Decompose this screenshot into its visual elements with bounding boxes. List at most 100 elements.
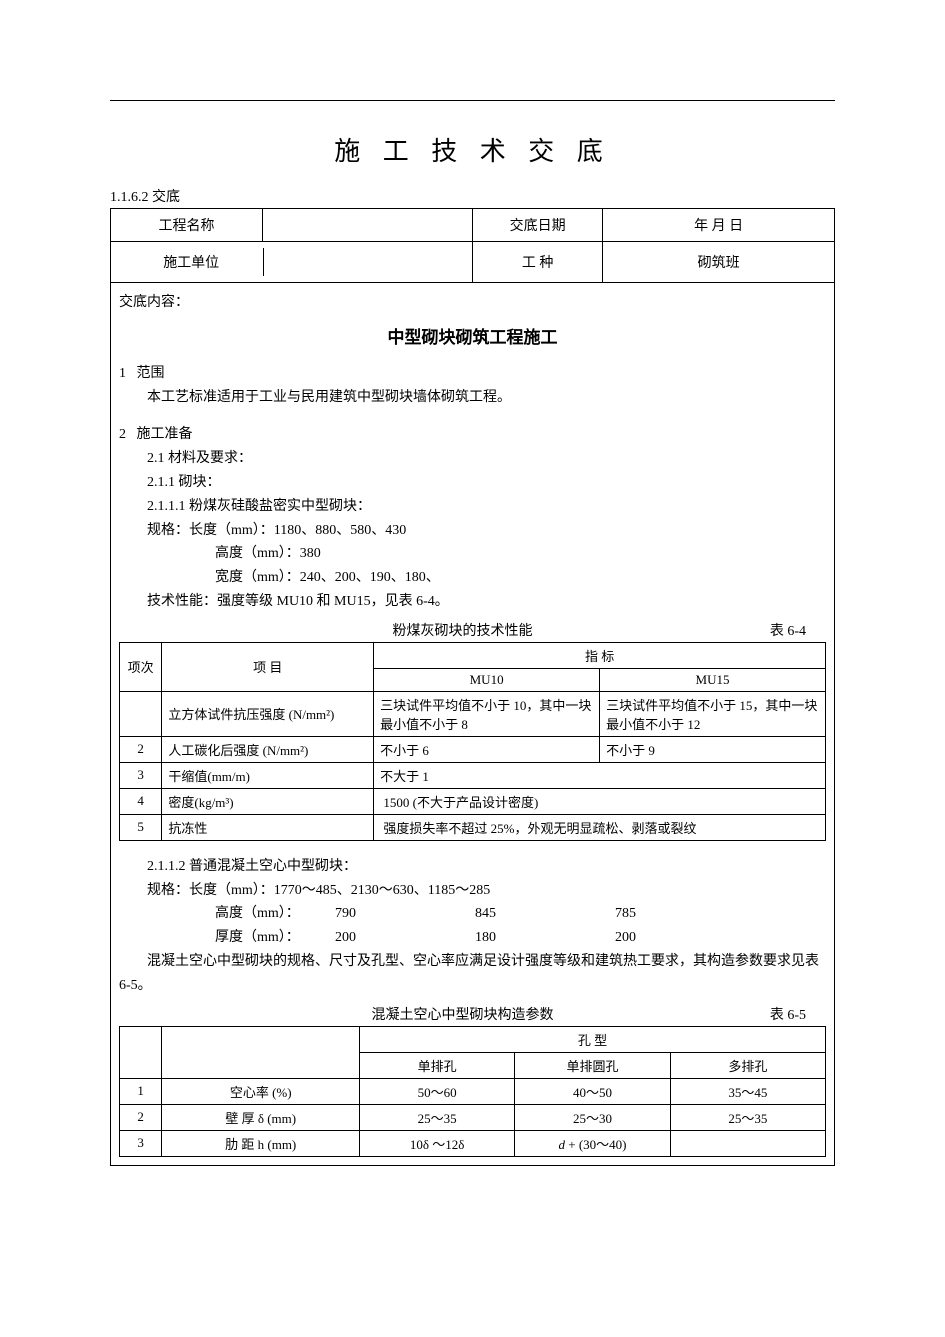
content-label: 交底内容： (119, 291, 826, 315)
table-row: 3 肋 距 h (mm) 10δ ～12δ d + (30～40) (120, 1130, 826, 1156)
sub-title: 中型砌块砌筑工程施工 (119, 323, 826, 348)
spec-label: 规格： (147, 523, 189, 538)
th-mu10: MU10 (374, 668, 600, 691)
cell: 肋 距 h (mm) (162, 1130, 360, 1156)
cell: 2 (120, 736, 162, 762)
cell (670, 1130, 825, 1156)
cell (120, 691, 162, 736)
table-row: 孔 型 (120, 1026, 826, 1052)
section-number: 1.1.6.2 交底 (110, 186, 835, 206)
sec2-1-1: 2.1.1 砌块： (147, 471, 826, 495)
cell-date-label: 交底日期 (472, 209, 602, 242)
table-row: 3 干缩值(mm/m) 不大于 1 (120, 762, 826, 788)
info-table: 工程名称 交底日期 年 月 日 施工单位 工 种 砌筑班 (110, 208, 835, 283)
section-2-header: 2 施工准备 (119, 423, 826, 447)
table-row: 项次 项 目 指 标 (120, 642, 826, 668)
sec2-1-1-1: 2.1.1.1 粉煤灰硅酸盐密实中型砌块： (147, 495, 826, 519)
cell: 25～35 (360, 1104, 515, 1130)
table-6-4: 项次 项 目 指 标 MU10 MU15 立方体试件抗压强度 (N/mm²) 三… (119, 642, 826, 841)
spec2-h-v1: 790 (335, 902, 475, 926)
cell: 三块试件平均值不小于 15，其中一块最小值不小于 12 (600, 691, 826, 736)
cell: 25～35 (670, 1104, 825, 1130)
cell: 不小于 9 (600, 736, 826, 762)
cell: 10δ ～12δ (360, 1130, 515, 1156)
spec2-t-v1: 200 (335, 926, 475, 950)
cell: 抗冻性 (162, 814, 374, 840)
cell-worktype-value: 砌筑班 (603, 242, 835, 283)
th-c2: 单排圆孔 (515, 1052, 670, 1078)
spec2-thickness-row: 厚度（mm）： 200 180 200 (215, 926, 826, 950)
cell: 5 (120, 814, 162, 840)
cell-text: 1500 (不大于产品设计密度) (383, 795, 538, 810)
th-item-no: 项次 (120, 642, 162, 691)
spec2-t-v2: 180 (475, 926, 615, 950)
table-row: 4 密度(kg/m³) 1500 (不大于产品设计密度) (120, 788, 826, 814)
cell-project-name-label: 工程名称 (111, 209, 263, 242)
cell-text: 强度损失率不超过 25%，外观无明显疏松、剥落或裂纹 (383, 821, 696, 836)
spec2-len: 规格：长度（mm）：1770～485、2130～630、1185～285 (147, 879, 826, 903)
table-6-5: 孔 型 单排孔 单排圆孔 多排孔 1 空心率 (%) 50～60 40～50 3… (119, 1026, 826, 1157)
wid-line: 宽度（mm）：240、200、190、180、 (215, 566, 826, 590)
th-blank2 (162, 1026, 360, 1078)
cell-unit-row: 施工单位 (111, 242, 473, 283)
cell: 三块试件平均值不小于 10，其中一块最小值不小于 8 (374, 691, 600, 736)
cell: 3 (120, 762, 162, 788)
tech-line: 技术性能：强度等级 MU10 和 MU15，见表 6-4。 (147, 590, 826, 614)
table65-num: 表 6-5 (634, 1004, 826, 1024)
spec2-t-label: 厚度（mm）： (215, 926, 335, 950)
table-row: 2 壁 厚 δ (mm) 25～35 25～30 25～35 (120, 1104, 826, 1130)
top-rule (110, 100, 835, 101)
th-c1: 单排孔 (360, 1052, 515, 1078)
cell: 40～50 (515, 1078, 670, 1104)
cell: 干缩值(mm/m) (162, 762, 374, 788)
cell: 不小于 6 (374, 736, 600, 762)
cell: 强度损失率不超过 25%，外观无明显疏松、剥落或裂纹 (374, 814, 826, 840)
table-row: 立方体试件抗压强度 (N/mm²) 三块试件平均值不小于 10，其中一块最小值不… (120, 691, 826, 736)
table65-title: 混凝土空心中型砌块构造参数 (291, 1004, 635, 1024)
spec2-h-v3: 785 (615, 902, 636, 926)
cell: 3 (120, 1130, 162, 1156)
th-c3: 多排孔 (670, 1052, 825, 1078)
cell: 不大于 1 (374, 762, 826, 788)
cell: 壁 厚 δ (mm) (162, 1104, 360, 1130)
cell: 35～45 (670, 1078, 825, 1104)
cell-unit-value (264, 248, 464, 276)
cell: 1500 (不大于产品设计密度) (374, 788, 826, 814)
main-title: 施 工 技 术 交 底 (110, 131, 835, 168)
th-item: 项 目 (162, 642, 374, 691)
table64-title-row: 粉煤灰砌块的技术性能 表 6-4 (119, 620, 826, 640)
sec1-title: 范围 (137, 366, 165, 381)
cell: 1 (120, 1078, 162, 1104)
hgt-line: 高度（mm）：380 (215, 542, 826, 566)
spec2-t-v3: 200 (615, 926, 636, 950)
table-row: 2 人工碳化后强度 (N/mm²) 不小于 6 不小于 9 (120, 736, 826, 762)
spec-line: 规格：长度（mm）：1180、880、580、430 (147, 519, 826, 543)
th-index: 指 标 (374, 642, 826, 668)
cell-worktype-label: 工 种 (472, 242, 602, 283)
sec2-num: 2 (119, 427, 126, 442)
table64-num: 表 6-4 (634, 620, 826, 640)
content-box: 交底内容： 中型砌块砌筑工程施工 1 范围 本工艺标准适用于工业与民用建筑中型砌… (110, 283, 835, 1166)
para-65: 混凝土空心中型砌块的规格、尺寸及孔型、空心率应满足设计强度等级和建筑热工要求，其… (119, 950, 826, 998)
th-mu15: MU15 (600, 668, 826, 691)
section-1-header: 1 范围 (119, 362, 826, 386)
spec2-height-row: 高度（mm）： 790 845 785 (215, 902, 826, 926)
spec2-h-v2: 845 (475, 902, 615, 926)
sec1-num: 1 (119, 366, 126, 381)
cell-text: + (30～40) (565, 1137, 627, 1152)
len-line: 长度（mm）：1180、880、580、430 (189, 523, 406, 538)
table-row: 施工单位 工 种 砌筑班 (111, 242, 835, 283)
cell-date-value: 年 月 日 (603, 209, 835, 242)
sec1-text: 本工艺标准适用于工业与民用建筑中型砌块墙体砌筑工程。 (147, 386, 826, 410)
cell: 人工碳化后强度 (N/mm²) (162, 736, 374, 762)
table65-title-row: 混凝土空心中型砌块构造参数 表 6-5 (119, 1004, 826, 1024)
th-hole: 孔 型 (360, 1026, 826, 1052)
cell: 密度(kg/m³) (162, 788, 374, 814)
cell: 50～60 (360, 1078, 515, 1104)
cell: 空心率 (%) (162, 1078, 360, 1104)
table64-title: 粉煤灰砌块的技术性能 (291, 620, 635, 640)
sec2-title: 施工准备 (137, 427, 193, 442)
table-row: 工程名称 交底日期 年 月 日 (111, 209, 835, 242)
cell: d + (30～40) (515, 1130, 670, 1156)
cell: 2 (120, 1104, 162, 1130)
